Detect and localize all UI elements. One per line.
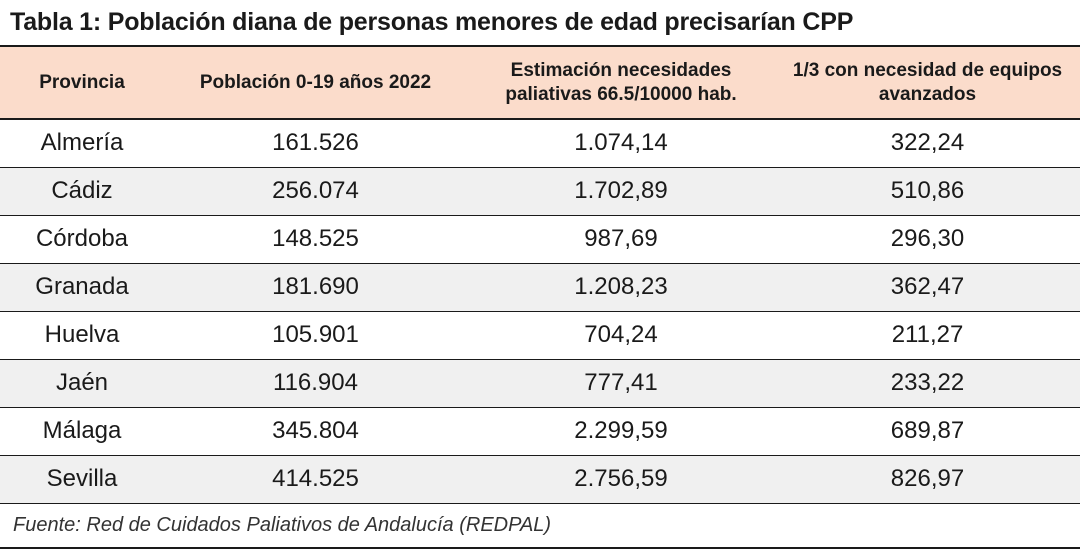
- source-footer: Fuente: Red de Cuidados Paliativos de An…: [0, 504, 1080, 549]
- cell-equipos: 322,24: [890, 129, 965, 157]
- cell-poblacion: 256.074: [272, 177, 359, 204]
- cell-estimacion: 704,24: [584, 321, 658, 348]
- cell-provincia: Málaga: [42, 417, 122, 444]
- cell-poblacion: 414.525: [272, 465, 359, 492]
- cell-estimacion: 1.208,23: [574, 273, 668, 300]
- table-row: Jaén 116.904 777,41 233,22: [0, 359, 1080, 407]
- cell-equipos: 296,30: [890, 225, 965, 252]
- table-row: Sevilla 414.525 2.756,59 826,97: [0, 455, 1080, 503]
- cell-poblacion: 116.904: [273, 369, 358, 396]
- cell-equipos: 233,22: [890, 369, 965, 396]
- table-row: Cádiz 256.074 1.702,89 510,86: [0, 167, 1080, 215]
- column-header-estimacion: Estimación necesidades paliativas 66.5/1…: [467, 47, 775, 120]
- cell-provincia: Sevilla: [46, 465, 118, 492]
- cell-equipos: 211,27: [891, 321, 964, 348]
- cell-estimacion: 2.756,59: [574, 465, 668, 492]
- data-table: Provincia Población 0-19 años 2022 Estim…: [0, 47, 1080, 504]
- table-title: Tabla 1: Población diana de personas men…: [10, 8, 854, 36]
- cell-poblacion: 105.901: [272, 321, 359, 348]
- table-row: Córdoba 148.525 987,69 296,30: [0, 215, 1080, 263]
- cell-equipos: 510,86: [890, 177, 965, 204]
- column-header-equipos-avanzados: 1/3 con necesidad de equipos avanzados: [775, 47, 1080, 120]
- table-row: Huelva 105.901 704,24 211,27: [0, 311, 1080, 359]
- cell-equipos: 689,87: [890, 417, 965, 444]
- header-row: Provincia Población 0-19 años 2022 Estim…: [0, 47, 1080, 120]
- column-header-poblacion: Población 0-19 años 2022: [164, 47, 467, 120]
- cell-poblacion: 148.525: [272, 225, 359, 252]
- column-header-provincia: Provincia: [0, 47, 164, 120]
- table-row: Almería 161.526 1.074,14 322,24: [0, 119, 1080, 167]
- source-note: Fuente: Red de Cuidados Paliativos de An…: [13, 513, 552, 536]
- table-row: Málaga 345.804 2.299,59 689,87: [0, 407, 1080, 455]
- cell-estimacion: 987,69: [584, 225, 658, 252]
- cell-provincia: Córdoba: [35, 225, 129, 252]
- cell-provincia: Cádiz: [51, 177, 113, 204]
- cell-estimacion: 1.074,14: [574, 129, 668, 157]
- cell-provincia: Almería: [40, 129, 124, 157]
- cell-poblacion: 181.690: [272, 273, 359, 300]
- cell-estimacion: 777,41: [584, 369, 658, 396]
- cell-provincia: Granada: [35, 273, 129, 300]
- cell-estimacion: 1.702,89: [574, 177, 668, 204]
- cell-equipos: 826,97: [890, 465, 965, 492]
- cell-poblacion: 161.526: [272, 129, 359, 157]
- table-row: Granada 181.690 1.208,23 362,47: [0, 263, 1080, 311]
- cell-provincia: Huelva: [44, 321, 120, 348]
- cell-estimacion: 2.299,59: [574, 417, 668, 444]
- cell-poblacion: 345.804: [272, 417, 359, 444]
- cell-equipos: 362,47: [890, 273, 965, 300]
- table-title-bar: Tabla 1: Población diana de personas men…: [0, 0, 1080, 47]
- cell-provincia: Jaén: [55, 369, 109, 396]
